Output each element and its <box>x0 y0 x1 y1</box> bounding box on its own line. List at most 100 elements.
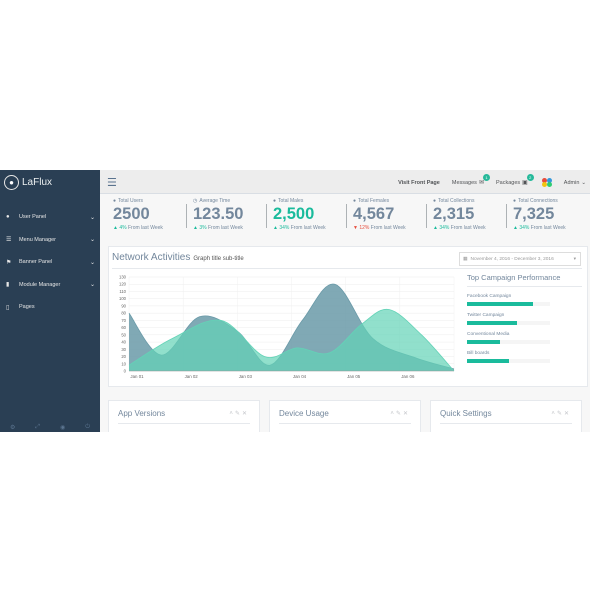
stat-value: 2500 <box>113 205 150 223</box>
stat-tile: ● Total Females 4,567 ▼ 12% From last Week <box>353 198 433 238</box>
close-icon[interactable]: ✕ <box>563 411 571 417</box>
y-tick-label: 130 <box>119 275 127 280</box>
sidebar-item-menu-manager[interactable]: ☰ Menu Manager ⌄ <box>0 229 100 252</box>
campaign-progress-fill <box>467 340 501 344</box>
packages-link[interactable]: Packages ▣ 2 <box>496 174 534 186</box>
stat-foot-text: From last Week <box>207 225 243 231</box>
sidebar-item-banner-panel[interactable]: ⚑ Banner Panel ⌄ <box>0 251 100 274</box>
y-tick-label: 0 <box>124 369 127 374</box>
stat-foot-text: From last Week <box>290 225 326 231</box>
visit-front-page-link[interactable]: Visit Front Page <box>398 179 440 186</box>
y-tick-label: 20 <box>121 354 126 359</box>
stat-value: 4,567 <box>353 205 395 223</box>
campaign-progress-fill <box>467 302 534 306</box>
campaign-progress-bar <box>467 321 550 325</box>
sidebar-item-label: Pages <box>19 304 35 311</box>
stat-foot-text: From last Week <box>450 225 486 231</box>
x-tick-label: Jan 04 <box>293 374 307 379</box>
sidebar-item-label: User Panel <box>19 214 47 221</box>
paw-icon: ● <box>4 175 19 190</box>
menu-toggle-icon[interactable]: ☰ <box>107 177 117 189</box>
chevron-down-icon: ⌄ <box>90 282 96 289</box>
eye-icon[interactable]: ◉ <box>60 425 66 431</box>
device-usage-panel: Device Usage ˄✎✕ <box>269 400 421 432</box>
trend-up-icon: ▲ <box>113 225 118 231</box>
power-icon[interactable]: ⏻ <box>85 424 90 430</box>
stat-title: ● Total Connections <box>513 198 590 204</box>
stat-title-text: Total Users <box>118 198 144 204</box>
stat-separator <box>186 204 187 228</box>
stat-separator <box>346 204 347 228</box>
stat-title: ● Total Collections <box>433 198 513 204</box>
admin-menu[interactable]: Admin ⌄ <box>564 180 586 186</box>
y-tick-label: 10 <box>121 361 126 366</box>
stat-foot-text: From last Week <box>127 225 163 231</box>
sidebar-footer: ⚙ ⤢ ◉ ⏻ <box>0 424 100 431</box>
stat-value: 7,325 <box>513 205 555 223</box>
collapse-icon[interactable]: ˄ <box>390 411 396 417</box>
chevron-down-icon: ⌄ <box>90 214 96 221</box>
campaign-label: Conventional Media <box>467 332 510 337</box>
sidebar: ● LaFlux ● User Panel ⌄ ☰ Menu Manager ⌄… <box>0 170 100 432</box>
stat-title: ● Total Males <box>273 198 353 204</box>
avatar[interactable] <box>541 178 552 187</box>
stat-footer: ▲ 34% From last Week <box>513 225 590 231</box>
y-tick-label: 80 <box>121 311 126 316</box>
admin-label: Admin <box>563 179 580 186</box>
sidebar-item-module-manager[interactable]: ▮ Module Manager ⌄ <box>0 274 100 297</box>
y-tick-label: 110 <box>119 289 126 294</box>
stat-footer: ▲ 4% From last Week <box>113 225 193 231</box>
campaign-progress-bar <box>467 302 550 306</box>
wrench-icon[interactable]: ✎ <box>395 411 403 417</box>
messages-link[interactable]: Messages ✉ 1 <box>452 174 490 186</box>
panel-tools: ˄✎✕ <box>390 410 410 417</box>
stat-tile: ● Total Connections 7,325 ▲ 34% From last W… <box>513 198 590 238</box>
stat-title-text: Total Females <box>358 198 390 204</box>
campaign-progress-fill <box>467 359 509 363</box>
x-tick-label: Jan 05 <box>347 374 361 379</box>
stat-separator <box>506 204 507 228</box>
chevron-down-icon: ⌄ <box>581 179 586 186</box>
stat-value: 2,315 <box>433 205 475 223</box>
user-icon: ● <box>113 198 117 204</box>
wrench-icon[interactable]: ✎ <box>234 411 242 417</box>
date-range-picker[interactable]: ▦ November 4, 2016 - December 3, 2016 ▾ <box>459 252 581 266</box>
calendar-icon: ▦ <box>463 256 468 262</box>
trend-down-icon: ▼ <box>353 225 358 231</box>
flag-icon: ⚑ <box>6 259 12 266</box>
stat-foot-text: From last Week <box>530 225 566 231</box>
y-tick-label: 50 <box>121 332 126 337</box>
collapse-icon[interactable]: ˄ <box>551 411 557 417</box>
campaign-label: Facebook Campaign <box>467 294 512 299</box>
stat-title: ◷ Average Time <box>193 198 273 204</box>
sidebar-item-pages[interactable]: ▯ Pages <box>0 296 100 319</box>
sidebar-item-label: Menu Manager <box>19 236 56 243</box>
campaign-item: Twitter Campaign <box>467 313 582 325</box>
collapse-icon[interactable]: ˄ <box>229 411 235 417</box>
campaign-item: Bill boards <box>467 351 582 363</box>
stat-title-text: Average Time <box>199 198 231 204</box>
expand-icon[interactable]: ⤢ <box>35 424 41 430</box>
series-line <box>128 308 455 372</box>
gear-icon[interactable]: ⚙ <box>9 425 16 431</box>
y-tick-label: 30 <box>121 347 126 352</box>
divider <box>118 423 250 424</box>
campaign-progress-bar <box>467 340 550 344</box>
close-icon[interactable]: ✕ <box>402 411 410 417</box>
wrench-icon[interactable]: ✎ <box>556 411 564 417</box>
user-icon: ● <box>353 198 357 204</box>
app-versions-panel: App Versions ˄✎✕ <box>108 400 260 432</box>
close-icon[interactable]: ✕ <box>241 411 249 417</box>
stat-trend: 3% <box>199 225 207 231</box>
panel-title: App Versions <box>118 409 166 418</box>
stat-footer: ▲ 34% From last Week <box>273 225 353 231</box>
brand[interactable]: ● LaFlux <box>4 175 52 190</box>
campaign-progress-fill <box>467 321 517 325</box>
y-tick-label: 70 <box>121 318 126 323</box>
envelope-icon: ✉ <box>478 180 484 186</box>
x-tick-label: Jan 01 <box>130 374 144 379</box>
user-icon: ● <box>6 214 10 221</box>
sidebar-item-user-panel[interactable]: ● User Panel ⌄ <box>0 206 100 229</box>
user-icon: ● <box>273 198 277 204</box>
stat-trend: 4% <box>119 225 127 231</box>
